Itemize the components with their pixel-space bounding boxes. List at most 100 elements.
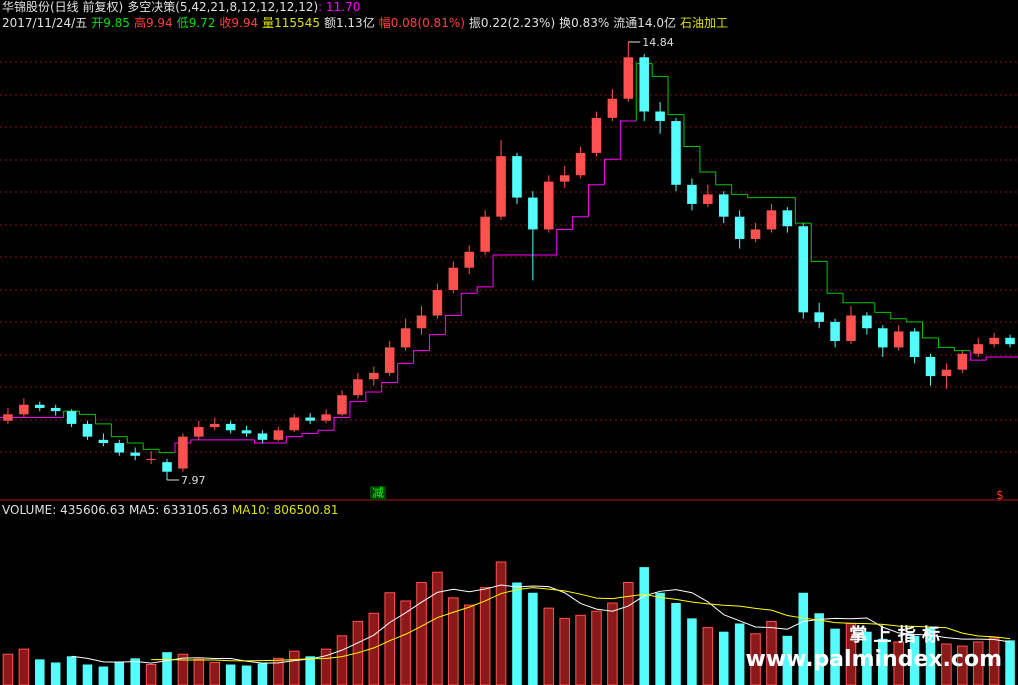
candle-body	[82, 423, 93, 437]
volume-bar	[702, 627, 714, 685]
stop-line	[969, 350, 987, 361]
volume-bar	[830, 628, 840, 685]
stop-line	[747, 194, 764, 199]
volume-bar	[766, 620, 777, 685]
volume-bar	[336, 635, 348, 685]
volume-bar	[1005, 640, 1015, 685]
stop-line	[63, 410, 80, 418]
stop-line	[94, 414, 112, 425]
candle-body	[703, 194, 713, 204]
volume-bar	[528, 592, 538, 685]
volume-bar	[941, 643, 952, 685]
volume-bar	[257, 663, 268, 685]
candle-body	[734, 216, 745, 240]
candle-body	[289, 417, 300, 431]
stop-line	[365, 391, 382, 402]
candle-body	[19, 404, 29, 415]
candle-body	[209, 423, 220, 428]
grid	[0, 61, 1018, 453]
candle-body	[973, 344, 984, 354]
low: 低9.72	[176, 16, 216, 30]
sector: 石油加工	[680, 16, 729, 30]
candle-body	[528, 197, 538, 230]
stop-line	[906, 318, 923, 323]
candle-body	[241, 430, 252, 434]
candle-body	[114, 443, 125, 453]
marker: $	[996, 488, 1004, 502]
candle-body	[766, 210, 777, 230]
stop-line	[588, 184, 605, 217]
stop-line	[826, 261, 844, 294]
candle-body	[591, 117, 602, 153]
ma5-label: MA5: 633105.63	[129, 503, 228, 517]
signal-box	[370, 486, 386, 500]
high: 高9.94	[133, 16, 173, 30]
candle-body	[862, 315, 872, 329]
volume-bar	[18, 648, 30, 685]
volume-bar	[687, 618, 697, 685]
candle-body	[98, 439, 109, 444]
candle-body	[464, 251, 475, 268]
volume-bar	[814, 613, 824, 685]
volume-bar	[193, 658, 205, 685]
stop-line	[731, 184, 748, 195]
volume-bar	[782, 635, 793, 685]
stop-line	[349, 401, 366, 418]
candle-body	[273, 430, 284, 440]
volume-bar	[432, 571, 443, 685]
candle-body	[671, 121, 681, 185]
candle-body	[989, 337, 999, 345]
volume-bar	[130, 658, 140, 685]
candle-body	[782, 210, 793, 227]
stop-line	[572, 216, 589, 230]
stop-line	[667, 76, 684, 116]
candle-body	[369, 372, 379, 380]
candle-body	[575, 152, 586, 176]
candle-body	[909, 331, 920, 357]
stop-line	[301, 432, 319, 437]
header-line-1: 华锦股份(日线 前复权) 多空决策(5,42,21,8,12,12,12,12):…	[2, 0, 364, 14]
stop-line	[810, 223, 828, 262]
candle-body	[1005, 337, 1015, 345]
volume-bar	[400, 600, 411, 685]
volume-bar	[718, 631, 729, 685]
stop-line	[428, 334, 446, 351]
volume-bar	[607, 602, 618, 685]
candle-body	[543, 181, 554, 230]
stop-line	[985, 356, 1003, 361]
candle-body	[130, 452, 140, 456]
stop-line	[842, 293, 859, 304]
candle-body	[496, 156, 506, 217]
stop-line	[937, 337, 955, 348]
candle-body	[34, 404, 45, 408]
stop-line	[79, 411, 96, 415]
candle-body	[750, 229, 761, 240]
candle-body	[798, 226, 809, 313]
candle-body	[384, 347, 395, 373]
volume-bar	[34, 659, 45, 685]
candle-body	[878, 328, 888, 348]
stop-line	[190, 439, 207, 444]
stop-line	[158, 449, 175, 454]
stop-line	[794, 197, 812, 224]
candle-body	[432, 290, 443, 316]
float: 流通14.0亿	[613, 16, 676, 30]
candle-body	[957, 353, 968, 370]
candle-body	[687, 184, 697, 204]
volume-bar	[575, 614, 586, 685]
ma10-line	[151, 587, 1011, 662]
amount: 额1.13亿	[323, 16, 375, 30]
volume-bar	[543, 607, 555, 685]
candle-body	[925, 356, 936, 377]
ma5-line	[71, 584, 1011, 664]
stop-line	[953, 347, 971, 352]
volume-bar	[925, 627, 936, 685]
volume-bar	[909, 635, 920, 685]
volume-bar	[495, 561, 507, 685]
stop-line	[397, 362, 414, 383]
stop-line	[619, 120, 637, 160]
watermark-title: 掌 上 指 标	[849, 624, 940, 646]
stop-line	[413, 350, 430, 364]
candle-body	[178, 436, 188, 469]
candle-body	[353, 379, 363, 396]
